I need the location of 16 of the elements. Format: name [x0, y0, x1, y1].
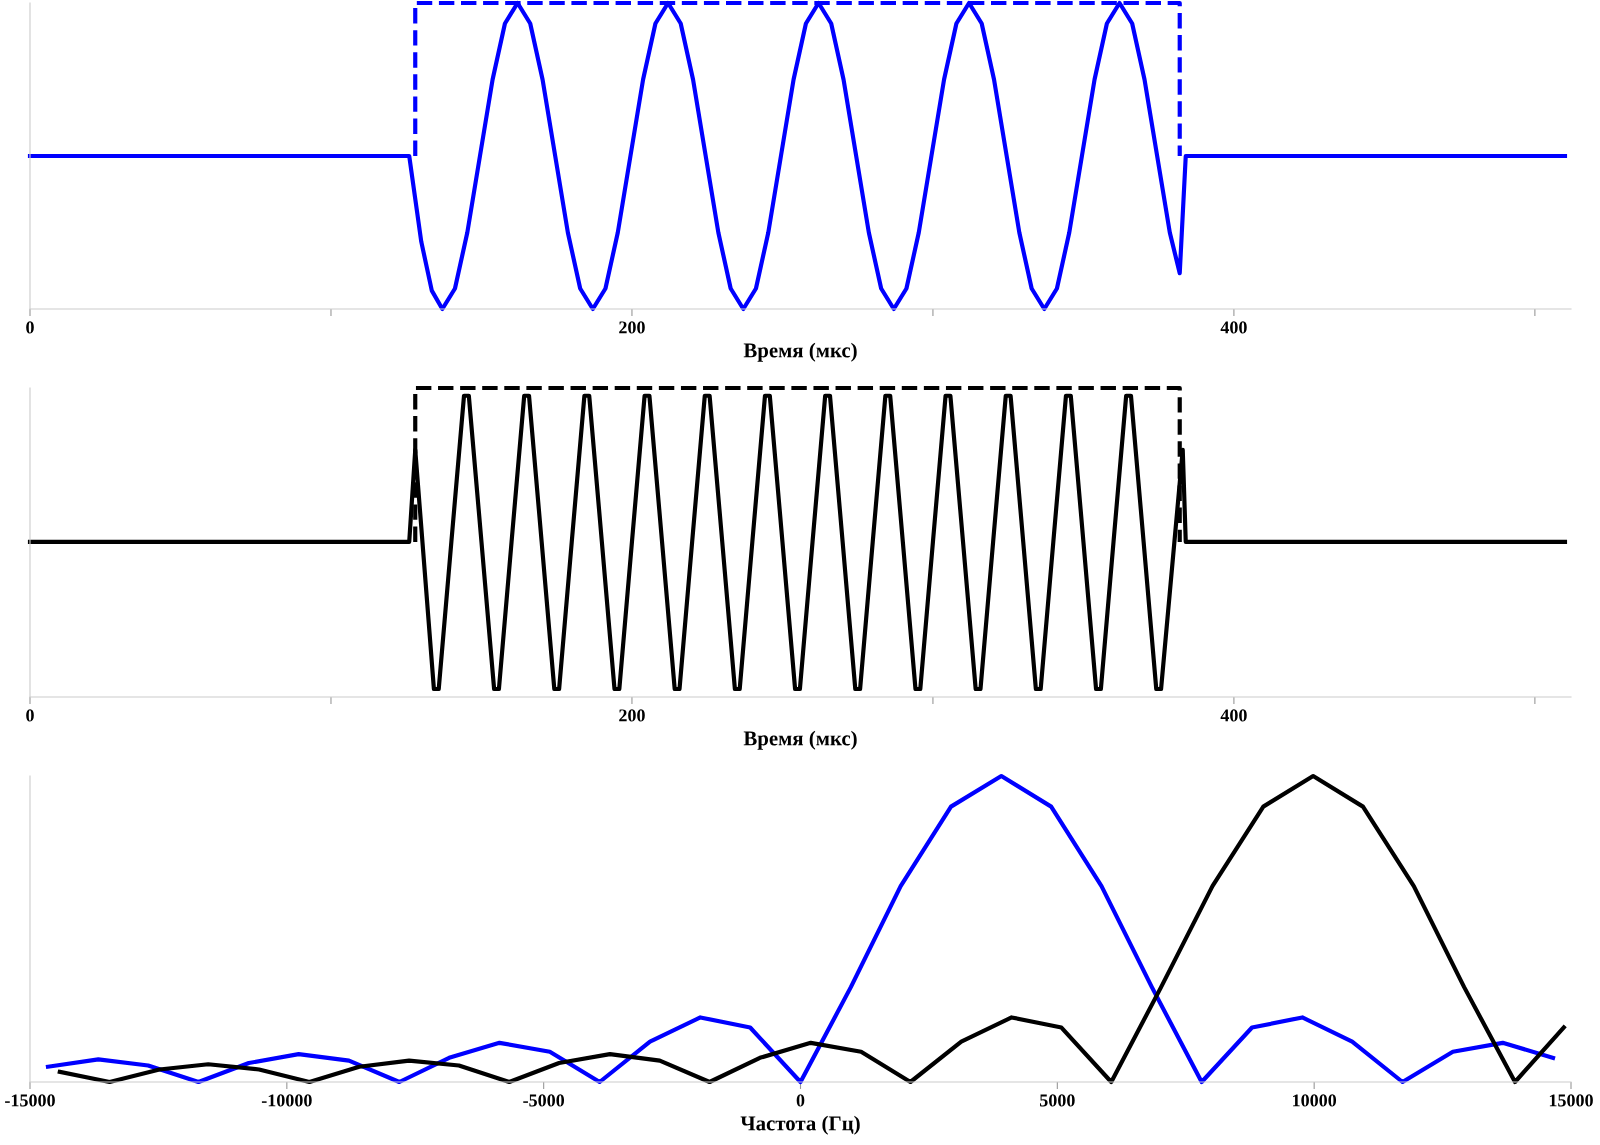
x-axis-title: Частота (Гц) [740, 1115, 860, 1135]
x-tick-label: 5000 [1040, 1094, 1075, 1107]
x-tick-label: 400 [1220, 321, 1247, 334]
x-tick-label: 200 [619, 321, 645, 334]
x-tick-label: 15000 [1549, 1094, 1593, 1107]
x-tick-label: 10000 [1293, 1094, 1337, 1107]
x-tick-label: -5000 [523, 1094, 565, 1107]
x-axis-title: Время (мкс) [743, 730, 857, 750]
x-tick-label: 0 [26, 321, 34, 334]
x-tick-label: 0 [26, 709, 34, 722]
x-tick-label: -15000 [5, 1094, 55, 1107]
x-axis-title: Время (мкс) [743, 342, 857, 362]
x-tick-label: 400 [1220, 709, 1247, 722]
x-tick-label: -10000 [261, 1094, 312, 1107]
x-tick-label: 0 [796, 1094, 805, 1107]
x-tick-label: 200 [619, 709, 645, 722]
